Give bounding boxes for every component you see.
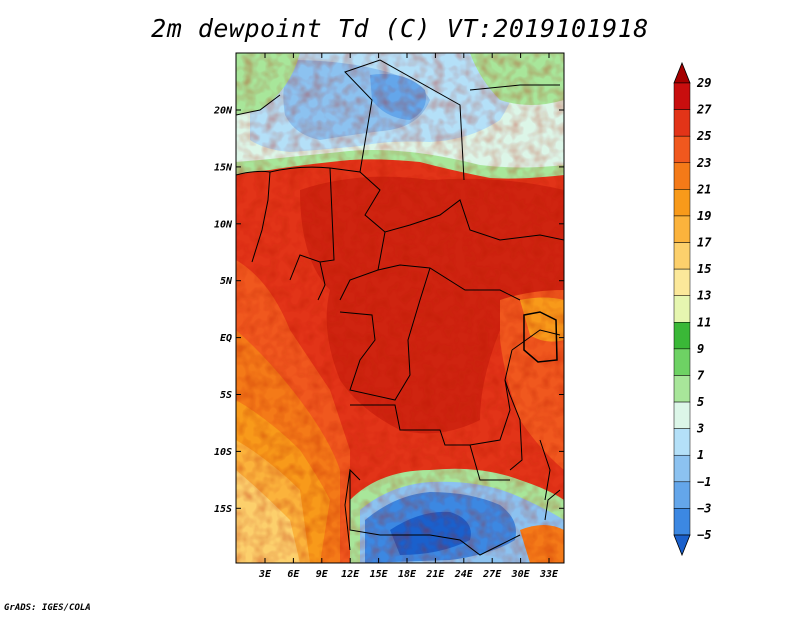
lon-label: 6E: [287, 569, 300, 580]
colorbar-label: 21: [696, 182, 711, 196]
colorbar-bin: [673, 162, 691, 190]
colorbar-bin: [673, 215, 691, 243]
colorbar-label: 23: [696, 156, 711, 170]
lat-label: EQ: [220, 333, 232, 344]
lon-label: 15E: [370, 569, 389, 580]
lat-label: 20N: [213, 106, 233, 117]
latitude-axis: 20N 15N 10N 5N EQ 5S 10S 15S: [213, 106, 564, 515]
dewpoint-field: [236, 53, 564, 563]
colorbar-bin: [673, 242, 691, 270]
colorbar-bin: [673, 428, 691, 456]
colorbar-label: 29: [696, 76, 711, 90]
lon-label: 21E: [425, 569, 445, 580]
colorbar-label: 17: [697, 236, 712, 250]
lon-label: 18E: [398, 569, 417, 580]
country-borders: [236, 59, 564, 556]
lat-label: 10N: [214, 219, 233, 230]
colorbar-bin: [673, 454, 691, 483]
colorbar-bin: [673, 82, 691, 110]
map-frame: [235, 52, 565, 564]
lon-label: 3E: [258, 569, 272, 580]
colorbar-bin: [673, 534, 691, 557]
colorbar-label: 1: [697, 448, 704, 462]
lon-label: 24E: [454, 569, 474, 580]
colorbar-label: 3: [696, 422, 704, 436]
colorbar-label: 15: [697, 262, 711, 276]
colorbar-bin: [673, 481, 691, 509]
lon-label: 30E: [511, 569, 531, 580]
colorbar-label: 19: [697, 209, 711, 223]
colorbar-bin: [673, 109, 691, 137]
colorbar-bin: [673, 268, 691, 296]
colorbar-bin: [673, 508, 691, 536]
colorbar-label: −1: [697, 475, 711, 489]
lon-label: 27E: [482, 569, 502, 580]
colorbar-bin: [673, 295, 691, 323]
colorbar-bin: [673, 322, 691, 350]
lon-label: 9E: [316, 569, 329, 580]
colorbar-label: −5: [697, 528, 711, 542]
colorbar-label: 7: [697, 368, 705, 382]
colorbar-bin: [673, 189, 691, 217]
lon-label: 33E: [539, 569, 559, 580]
colorbar-label: 27: [696, 103, 712, 117]
colorbar-label: 25: [696, 129, 711, 143]
colorbar-bin: [673, 61, 691, 84]
map-title: 2m dewpoint Td (C) VT:2019101918: [151, 14, 649, 43]
lat-label: 5N: [220, 276, 233, 287]
lat-label: 15N: [214, 162, 233, 173]
lat-label: 15S: [214, 504, 232, 515]
grads-credit: GrADS: IGES/COLA: [4, 603, 91, 613]
lon-label: 12E: [341, 569, 360, 580]
colorbar-label: −3: [697, 501, 711, 515]
colorbar-label: 11: [697, 315, 711, 329]
colorbar-label: 9: [697, 342, 704, 356]
colorbar-bin: [673, 401, 691, 429]
colorbar: 29 27 25 23 21 19 17 15 13 11 9 7 5 3 1 −1 −3 −5: [673, 61, 712, 557]
colorbar-label: 13: [697, 289, 711, 303]
colorbar-bin: [673, 135, 691, 164]
colorbar-bin: [673, 375, 691, 403]
colorbar-label: 5: [697, 395, 704, 409]
longitude-axis: 3E 6E 9E 12E 15E 18E 21E 24E 27E 30E 33E: [258, 53, 559, 580]
lat-label: 5S: [220, 390, 232, 401]
colorbar-bin: [673, 348, 691, 376]
lat-label: 10S: [214, 447, 232, 458]
